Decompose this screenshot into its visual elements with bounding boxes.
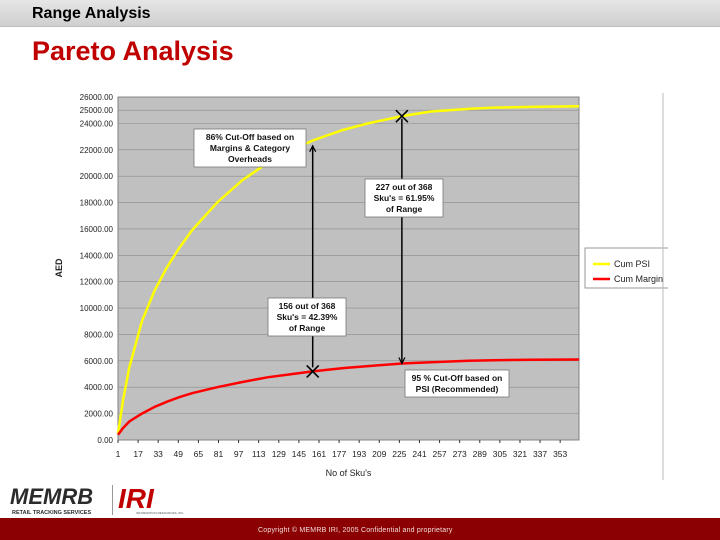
callout-box [404, 369, 510, 398]
arrow-head [309, 144, 317, 153]
callout-text: Margins & Category [210, 143, 291, 153]
y-tick-label: 20000.00 [80, 172, 114, 181]
x-tick-label: 65 [194, 449, 204, 459]
callout-box [193, 128, 307, 168]
y-tick-label: 22000.00 [80, 146, 114, 155]
x-tick-label: 337 [533, 449, 547, 459]
x-tick-label: 129 [272, 449, 286, 459]
y-tick-label: 25000.00 [80, 106, 114, 115]
series-line-cum-margin [117, 358, 580, 436]
x-tick-label: 81 [214, 449, 224, 459]
x-tick-label: 225 [392, 449, 406, 459]
section-label: Range Analysis [32, 5, 151, 22]
company-logos: MEMRB RETAIL TRACKING SERVICES IRI INFOR… [8, 482, 188, 523]
y-axis-label: AED [54, 258, 64, 278]
callout-text: Sku's = 61.95% [374, 193, 435, 203]
x-axis-label: No of Sku's [326, 468, 372, 478]
y-tick-label: 4000.00 [84, 383, 113, 392]
iri-logo-text: IRI [118, 483, 155, 514]
callout-text: PSI (Recommended) [416, 384, 499, 394]
copyright-text: Copyright © MEMRB IRI, 2005 Confidential… [258, 527, 453, 534]
callout-text: 227 out of 368 [376, 182, 433, 192]
footer-bar: Copyright © MEMRB IRI, 2005 Confidential… [0, 518, 720, 540]
y-tick-label: 0.00 [97, 436, 113, 445]
section-header-bar: Range Analysis [0, 0, 720, 27]
y-tick-label: 12000.00 [80, 278, 114, 287]
memrb-tagline: RETAIL TRACKING SERVICES [12, 510, 91, 516]
callout-text: 86% Cut-Off based on [206, 132, 294, 142]
x-tick-label: 49 [174, 449, 184, 459]
arrow-head [398, 357, 406, 365]
x-marker [306, 364, 320, 378]
x-tick-label: 241 [412, 449, 426, 459]
x-tick-label: 177 [332, 449, 346, 459]
x-tick-label: 193 [352, 449, 366, 459]
pareto-chart: 0.00 2000.00 4000.00 6000.00 8000.00 10000.00… [54, 93, 668, 480]
y-tick-label: 6000.00 [84, 357, 113, 366]
x-tick-label: 33 [153, 449, 163, 459]
iri-tagline: INFORMATION RESOURCES, INC. [136, 511, 184, 515]
legend-label: Cum PSI [614, 259, 650, 269]
legend-box [584, 247, 668, 289]
y-tick-label: 2000.00 [84, 410, 113, 419]
plot-area [117, 96, 580, 441]
x-tick-label: 209 [372, 449, 386, 459]
logo-divider [112, 485, 113, 515]
x-tick-label: 145 [292, 449, 306, 459]
y-tick-label: 16000.00 [80, 225, 114, 234]
callout-text: 95 % Cut-Off based on [412, 373, 503, 383]
y-tick-label: 18000.00 [80, 199, 114, 208]
y-tick-label: 26000.00 [80, 93, 114, 102]
callout-box [267, 297, 347, 337]
x-tick-label: 273 [453, 449, 467, 459]
y-tick-label: 8000.00 [84, 330, 113, 339]
x-tick-label: 113 [252, 449, 266, 459]
y-tick-label: 14000.00 [80, 251, 114, 260]
callout-text: Overheads [228, 154, 272, 164]
callout-text: Sku's = 42.39% [277, 312, 338, 322]
page-title: Pareto Analysis [32, 36, 234, 66]
x-tick-label: 97 [234, 449, 244, 459]
legend-label: Cum Margin [614, 274, 663, 284]
x-tick-label: 17 [133, 449, 143, 459]
x-tick-label: 321 [513, 449, 527, 459]
x-tick-label: 257 [432, 449, 446, 459]
x-marker [395, 109, 409, 123]
callout-text: of Range [289, 323, 326, 333]
x-tick-label: 289 [473, 449, 487, 459]
x-tick-label: 161 [312, 449, 326, 459]
callout-box [364, 178, 444, 218]
x-tick-label: 305 [493, 449, 507, 459]
y-tick-label: 24000.00 [80, 119, 114, 128]
callout-text: 156 out of 368 [279, 301, 336, 311]
x-tick-label: 353 [553, 449, 567, 459]
memrb-logo-text: MEMRB [10, 484, 93, 509]
y-tick-label: 10000.00 [80, 304, 114, 313]
callout-text: of Range [386, 204, 423, 214]
x-tick-label: 1 [116, 449, 121, 459]
